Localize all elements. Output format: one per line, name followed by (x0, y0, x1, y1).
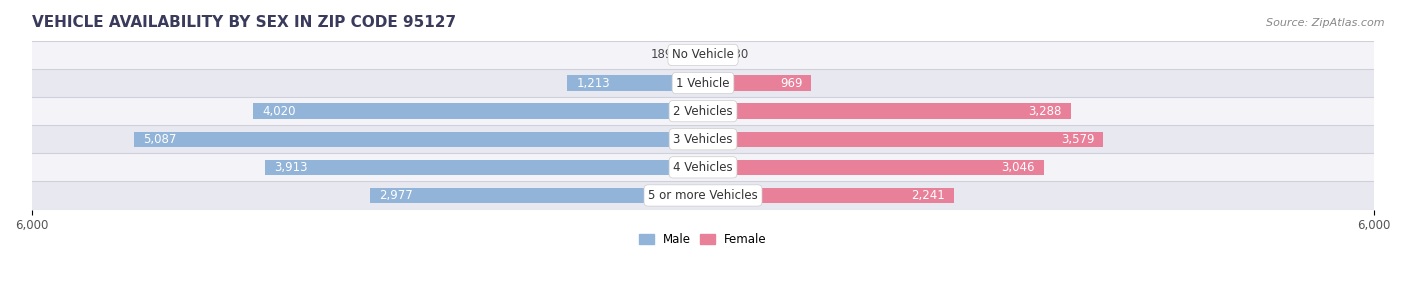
Bar (703, 103, 1071, 119)
Text: 4,020: 4,020 (262, 105, 295, 118)
Text: 189: 189 (651, 48, 673, 62)
Bar (253, 103, 703, 119)
Text: 2,977: 2,977 (378, 189, 412, 202)
Text: 1,213: 1,213 (576, 76, 610, 90)
Text: No Vehicle: No Vehicle (672, 48, 734, 62)
Text: Source: ZipAtlas.com: Source: ZipAtlas.com (1267, 18, 1385, 28)
Text: 130: 130 (727, 48, 749, 62)
Bar (32, 41, 1374, 69)
Bar (703, 160, 1043, 175)
Text: 3,579: 3,579 (1062, 133, 1094, 146)
Bar (703, 47, 717, 63)
Legend: Male, Female: Male, Female (634, 228, 772, 251)
Text: 4 Vehicles: 4 Vehicles (673, 161, 733, 174)
Bar (682, 47, 703, 63)
Text: 3 Vehicles: 3 Vehicles (673, 133, 733, 146)
Bar (32, 69, 1374, 97)
Bar (32, 153, 1374, 181)
Text: 1 Vehicle: 1 Vehicle (676, 76, 730, 90)
Bar (266, 160, 703, 175)
Text: 3,913: 3,913 (274, 161, 308, 174)
Text: 2 Vehicles: 2 Vehicles (673, 105, 733, 118)
Bar (703, 188, 953, 203)
Text: 5,087: 5,087 (143, 133, 176, 146)
Bar (370, 188, 703, 203)
Bar (703, 75, 811, 91)
Bar (32, 125, 1374, 153)
Bar (703, 132, 1104, 147)
Text: 969: 969 (780, 76, 803, 90)
Bar (32, 97, 1374, 125)
Bar (567, 75, 703, 91)
Text: 2,241: 2,241 (911, 189, 945, 202)
Bar (134, 132, 703, 147)
Bar (32, 181, 1374, 210)
Text: 3,046: 3,046 (1001, 161, 1035, 174)
Text: 5 or more Vehicles: 5 or more Vehicles (648, 189, 758, 202)
Text: 3,288: 3,288 (1029, 105, 1062, 118)
Text: VEHICLE AVAILABILITY BY SEX IN ZIP CODE 95127: VEHICLE AVAILABILITY BY SEX IN ZIP CODE … (32, 15, 456, 30)
